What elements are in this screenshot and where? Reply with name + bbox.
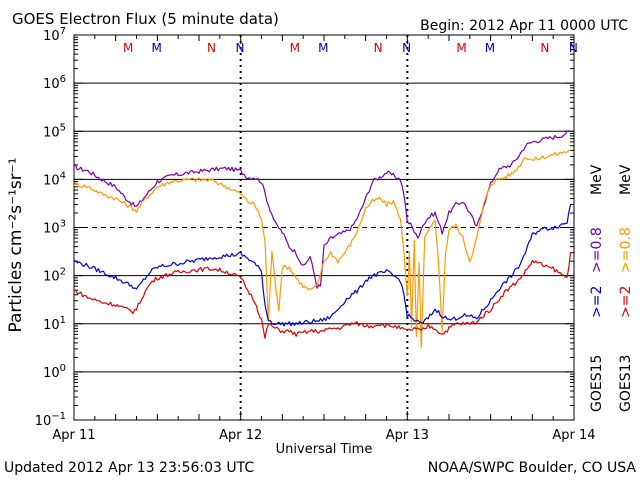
series-lines <box>73 130 572 348</box>
mn-marker: N <box>569 41 578 55</box>
y-tick-label: 103 <box>43 219 66 237</box>
x-axis-ticks: Apr 11 Apr 12 Apr 13 Apr 14 <box>52 35 596 443</box>
updated-time: Updated 2012 Apr 13 23:56:03 UTC <box>4 460 254 476</box>
legend-entry-goes15-2mev: >=2 <box>589 286 605 318</box>
legend: GOES15 >=2 >=0.8 MeV GOES13 >=2 >=0.8 MeV <box>589 164 634 412</box>
legend-entry-goes13-08mev: >=0.8 <box>618 227 634 273</box>
mn-marker: N <box>235 41 244 55</box>
series-line <box>73 149 571 348</box>
x-tick-label: Apr 11 <box>52 428 95 443</box>
series-line <box>73 204 572 327</box>
day-dividers <box>239 35 409 420</box>
mn-marker: M <box>290 41 300 55</box>
y-tick-label: 10−1 <box>35 411 66 429</box>
legend-entry-goes13-2mev: >=2 <box>618 286 634 318</box>
y-tick-label: 102 <box>43 267 66 285</box>
y-tick-label: 100 <box>43 363 66 381</box>
y-tick-label: 104 <box>43 170 66 188</box>
mn-marker: M <box>485 41 495 55</box>
y-axis-ticks: 10−1 100 101 102 103 104 105 106 107 <box>35 26 574 429</box>
mn-marker: M <box>318 41 328 55</box>
legend-satellite-goes15: GOES15 <box>589 355 605 412</box>
mn-marker: M <box>456 41 466 55</box>
legend-satellite-goes13: GOES13 <box>618 355 634 412</box>
y-tick-label: 106 <box>43 74 66 92</box>
y-tick-label: 105 <box>43 122 66 140</box>
chart-title: GOES Electron Flux (5 minute data) <box>12 10 279 28</box>
mn-marker: M <box>123 41 133 55</box>
y-tick-label: 107 <box>43 26 66 44</box>
mn-marker: N <box>540 41 549 55</box>
y-axis-label: Particles cm⁻²s⁻¹sr⁻¹ <box>6 157 26 332</box>
mn-marker: N <box>207 41 216 55</box>
mn-marker: N <box>402 41 411 55</box>
mn-marker: N <box>374 41 383 55</box>
x-tick-label: Apr 14 <box>552 428 595 443</box>
begin-time: Begin: 2012 Apr 11 0000 UTC <box>420 18 628 34</box>
mn-marker: M <box>151 41 161 55</box>
legend-unit: MeV <box>618 164 634 195</box>
x-tick-label: Apr 13 <box>386 428 429 443</box>
x-tick-label: Apr 12 <box>219 428 262 443</box>
legend-unit: MeV <box>589 164 605 195</box>
legend-entry-goes15-08mev: >=0.8 <box>589 227 605 273</box>
grid-lines <box>74 82 574 373</box>
series-line <box>73 252 572 339</box>
y-tick-label: 101 <box>43 315 66 333</box>
noaa-credit: NOAA/SWPC Boulder, CO USA <box>428 460 637 476</box>
x-axis-label: Universal Time <box>276 442 373 457</box>
